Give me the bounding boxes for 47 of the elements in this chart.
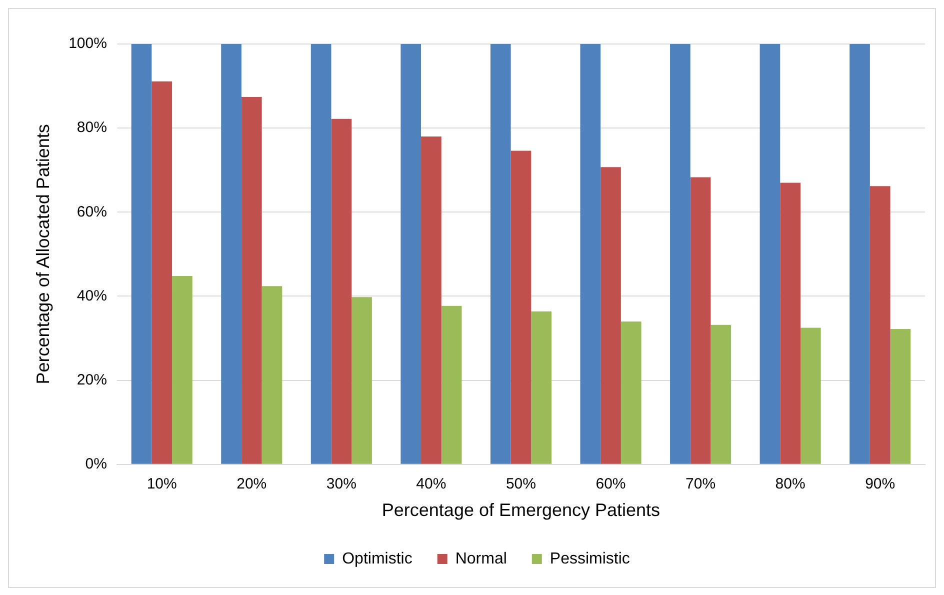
bar: [131, 44, 152, 464]
y-tick-label: 0%: [85, 456, 107, 473]
bar: [510, 150, 532, 464]
bar: [490, 44, 511, 464]
bar: [172, 276, 192, 464]
bar: [620, 321, 642, 464]
legend-label: Pessimistic: [550, 550, 630, 568]
bar: [531, 311, 552, 464]
x-tick-label: 30%: [326, 476, 356, 493]
bar: [400, 44, 422, 464]
bar: [221, 44, 242, 464]
x-tick-label: 20%: [236, 476, 267, 493]
y-tick-label: 60%: [76, 203, 107, 220]
x-tick-label: 90%: [865, 476, 896, 493]
bar: [310, 44, 332, 464]
bar: [600, 167, 621, 464]
bar: [670, 44, 690, 464]
bar: [780, 182, 801, 464]
bar: [580, 44, 601, 464]
x-tick-label: 50%: [506, 476, 536, 493]
bar: [421, 136, 442, 464]
bar: [441, 306, 462, 464]
y-tick-label: 100%: [68, 35, 107, 52]
legend-label: Normal: [455, 550, 507, 568]
x-tick-label: 70%: [686, 476, 716, 493]
bar: [850, 44, 870, 464]
x-tick-label: 80%: [775, 476, 806, 493]
bar: [800, 328, 821, 464]
x-tick-label: 40%: [416, 476, 446, 493]
bar: [710, 324, 732, 464]
x-tick-label: 10%: [146, 476, 177, 493]
y-tick-label: 20%: [76, 371, 107, 388]
bar: [760, 44, 780, 464]
bar: [890, 329, 911, 464]
bar: [870, 186, 890, 464]
legend-label: Optimistic: [342, 550, 412, 568]
bar: [690, 177, 711, 464]
bar: [262, 286, 282, 464]
bar: [241, 96, 262, 464]
bar: [331, 118, 352, 464]
bar: [152, 81, 172, 464]
y-axis-title: Percentage of Allocated Patients: [32, 124, 53, 384]
y-tick-label: 40%: [76, 287, 107, 304]
bar: [352, 297, 372, 464]
x-tick-label: 60%: [596, 476, 626, 493]
y-tick-label: 80%: [76, 119, 107, 136]
x-axis-title: Percentage of Emergency Patients: [382, 500, 660, 520]
